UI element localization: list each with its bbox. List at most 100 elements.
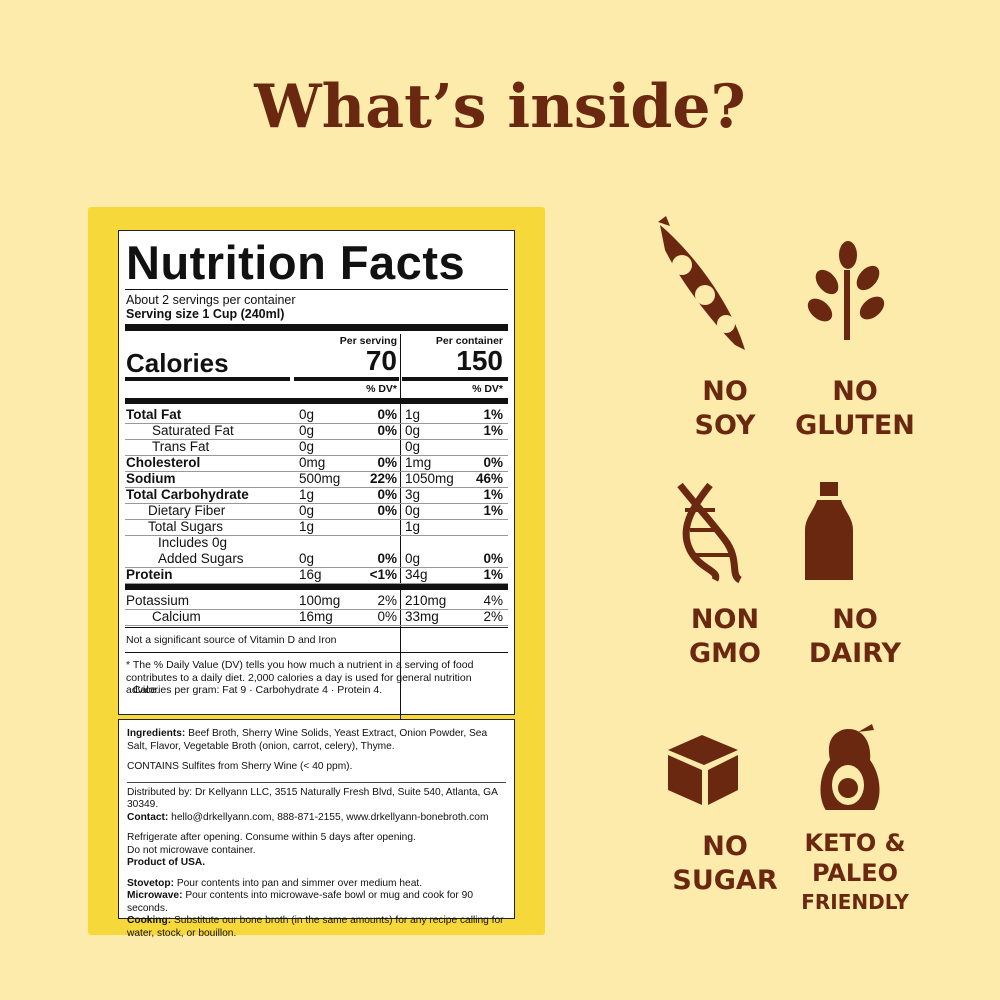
badge-line: NO <box>702 831 748 862</box>
serving-dv: 0% <box>377 487 397 502</box>
nutrient-label: Sodium <box>126 471 176 486</box>
nutrient-label: Total Fat <box>126 407 182 422</box>
direction-text: Substitute our bone broth (in the same a… <box>127 915 504 939</box>
serving-amount: 0g <box>299 423 315 438</box>
container-amount: 0g <box>405 439 421 454</box>
origin: Product of USA. <box>127 857 206 868</box>
nutrient-label: Trans Fat <box>152 439 210 454</box>
serving-amount: 0g <box>299 439 315 454</box>
serving-amount: 16mg <box>299 609 333 624</box>
container-amount: 0g <box>405 551 421 566</box>
serving-amount: 0g <box>299 407 315 422</box>
badge-line: DAIRY <box>808 638 902 669</box>
badge-line: NO <box>832 604 878 635</box>
container-dv: 1% <box>483 407 503 422</box>
container-dv: 0% <box>483 551 503 566</box>
nutrient-label: Dietary Fiber <box>148 503 226 518</box>
nf-title: Nutrition Facts <box>126 236 466 289</box>
direction-label: Microwave: <box>127 890 183 901</box>
nutrient-label: Cholesterol <box>126 455 201 470</box>
container-dv: 1% <box>483 487 503 502</box>
calories-serving: 70 <box>365 345 397 376</box>
contact-label: Contact: <box>127 811 169 823</box>
directions: Stovetop: Pour contents into pan and sim… <box>127 878 506 941</box>
container-dv: 4% <box>483 593 503 608</box>
container-dv: 1% <box>483 423 503 438</box>
badge-line: FRIENDLY <box>801 890 909 914</box>
serving-size: Serving size 1 Cup (240ml) <box>126 307 285 321</box>
serving-amount: 0g <box>299 551 315 566</box>
nutrient-label: Includes 0g Added Sugars <box>158 535 244 566</box>
rule <box>125 324 508 331</box>
serving-dv: 0% <box>377 609 397 624</box>
rule <box>125 583 508 584</box>
rule <box>125 627 508 628</box>
badge-line: KETO & <box>804 829 906 857</box>
container-amount: 1g <box>405 407 421 422</box>
nutrient-label: Total Carbohydrate <box>126 487 249 502</box>
serving-dv: 0% <box>377 407 397 422</box>
rule <box>402 377 508 381</box>
rule <box>125 625 508 626</box>
serving-dv: 0% <box>377 423 397 438</box>
serving-dv: <1% <box>369 567 397 582</box>
info-panel: Ingredients: Beef Broth, Sherry Wine Sol… <box>118 719 515 939</box>
badge-line: NO <box>702 376 748 407</box>
badge-line: SOY <box>694 410 756 441</box>
footnote: * The % Daily Value (DV) tells you how m… <box>126 659 474 696</box>
distributed: Distributed by: Dr Kellyann LLC, 3515 Na… <box>127 786 498 811</box>
container-dv: 2% <box>483 609 503 624</box>
microwave-note: Do not microwave container. <box>127 844 256 856</box>
serving-amount: 1g <box>299 519 315 534</box>
badge-line: GMO <box>689 638 761 669</box>
container-amount: 0g <box>405 423 421 438</box>
serving-dv: 2% <box>377 593 397 608</box>
badge: NO SUGAR <box>650 830 800 898</box>
badge: NO GLUTEN <box>780 375 930 443</box>
container-amount: 33mg <box>405 609 439 624</box>
storage: Refrigerate after opening. Consume withi… <box>127 832 506 870</box>
badge-line: PALEO <box>811 859 899 887</box>
badge: NO SOY <box>650 375 800 443</box>
nutrient-label: Protein <box>126 567 173 582</box>
rule <box>125 652 508 653</box>
rule <box>125 567 508 568</box>
dv-header: % DV* <box>472 383 503 395</box>
ingredients-text: Beef Broth, Sherry Wine Solids, Yeast Ex… <box>127 728 488 752</box>
serving-amount: 100mg <box>299 593 341 608</box>
calories-label: Calories <box>126 348 229 378</box>
gluten-icon <box>807 241 885 340</box>
dairy-icon <box>805 482 853 580</box>
nutrient-label: Total Sugars <box>148 519 224 534</box>
badge-line: SUGAR <box>672 865 778 896</box>
direction: Cooking: Substitute our bone broth (in t… <box>127 915 506 940</box>
serving-amount: 16g <box>299 567 322 582</box>
container-amount: 1g <box>405 519 421 534</box>
soy-icon <box>658 216 745 350</box>
badge: NON GMO <box>650 603 800 671</box>
rule <box>125 398 508 404</box>
container-dv: 46% <box>475 471 503 486</box>
contact: hello@drkellyann.com, 888-871-2155, www.… <box>171 811 489 823</box>
direction: Microwave: Pour contents into microwave-… <box>127 890 506 915</box>
nutrient-label: Calcium <box>152 609 201 624</box>
rule <box>125 289 508 290</box>
container-amount: 1mg <box>405 455 432 470</box>
container-amount: 1050mg <box>405 471 454 486</box>
serving-dv: 0% <box>377 551 397 566</box>
rule <box>125 455 508 456</box>
container-amount: 34g <box>405 567 428 582</box>
nutrient-label: Saturated Fat <box>152 423 234 438</box>
container-dv: 1% <box>483 567 503 582</box>
per-serving: Per serving <box>339 335 397 347</box>
container-amount: 3g <box>405 487 421 502</box>
rule <box>400 334 401 724</box>
container-dv: 0% <box>483 455 503 470</box>
container-dv: 1% <box>483 503 503 518</box>
rule <box>125 377 290 381</box>
ingredients: Ingredients: Beef Broth, Sherry Wine Sol… <box>127 728 506 753</box>
badge-line: GLUTEN <box>795 410 915 441</box>
serving-amount: 500mg <box>299 471 341 486</box>
serving-amount: 0g <box>299 503 315 518</box>
